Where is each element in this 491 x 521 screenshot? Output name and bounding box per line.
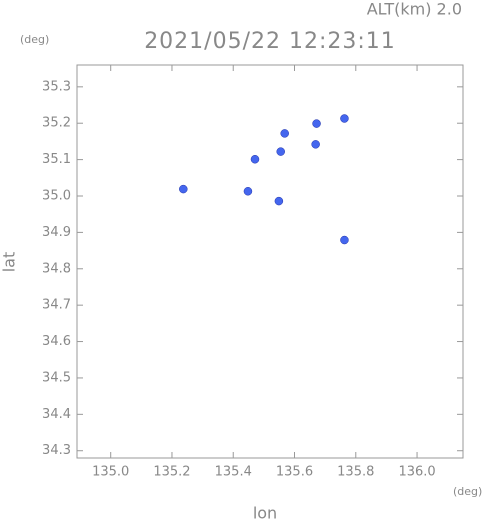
altitude-label: ALT(km) 2.0 xyxy=(367,0,462,19)
echo-cell xyxy=(340,235,349,245)
echo-cell xyxy=(179,184,188,194)
chart-title: 2021/05/22 12:23:11 xyxy=(144,29,396,54)
y-tick-label: 34.5 xyxy=(42,370,71,385)
echo-cell xyxy=(250,154,260,164)
x-unit: (deg) xyxy=(453,485,482,498)
y-tick-label: 35.3 xyxy=(42,79,71,94)
y-unit: (deg) xyxy=(20,33,49,46)
y-tick-label: 34.4 xyxy=(42,407,71,422)
echo-cell xyxy=(276,147,285,156)
y-tick-label: 34.8 xyxy=(42,261,71,276)
x-tick-label: 135.8 xyxy=(337,465,374,480)
y-tick-label: 35.1 xyxy=(42,152,71,167)
echo-cell xyxy=(243,187,253,196)
echo-cell xyxy=(340,114,349,123)
x-axis-label: lon xyxy=(253,504,277,521)
y-tick-label: 35.0 xyxy=(42,189,71,204)
y-tick-label: 34.3 xyxy=(42,443,71,458)
x-tick-label: 135.4 xyxy=(215,465,252,480)
y-axis-label: lat xyxy=(0,252,19,273)
y-tick-label: 34.6 xyxy=(42,334,71,349)
x-tick-label: 136.0 xyxy=(398,465,435,480)
echo-cell xyxy=(280,129,289,138)
x-tick-label: 135.2 xyxy=(153,465,190,480)
y-tick-label: 35.2 xyxy=(42,116,71,131)
x-tick-label: 135.6 xyxy=(276,465,313,480)
y-tick-label: 34.7 xyxy=(42,298,71,313)
x-tick-label: 135.0 xyxy=(92,465,129,480)
echo-cell xyxy=(274,196,284,206)
echo-cell xyxy=(312,119,321,128)
echo-cell xyxy=(311,140,320,149)
plot-frame xyxy=(76,64,464,459)
y-tick-label: 34.9 xyxy=(42,225,71,240)
